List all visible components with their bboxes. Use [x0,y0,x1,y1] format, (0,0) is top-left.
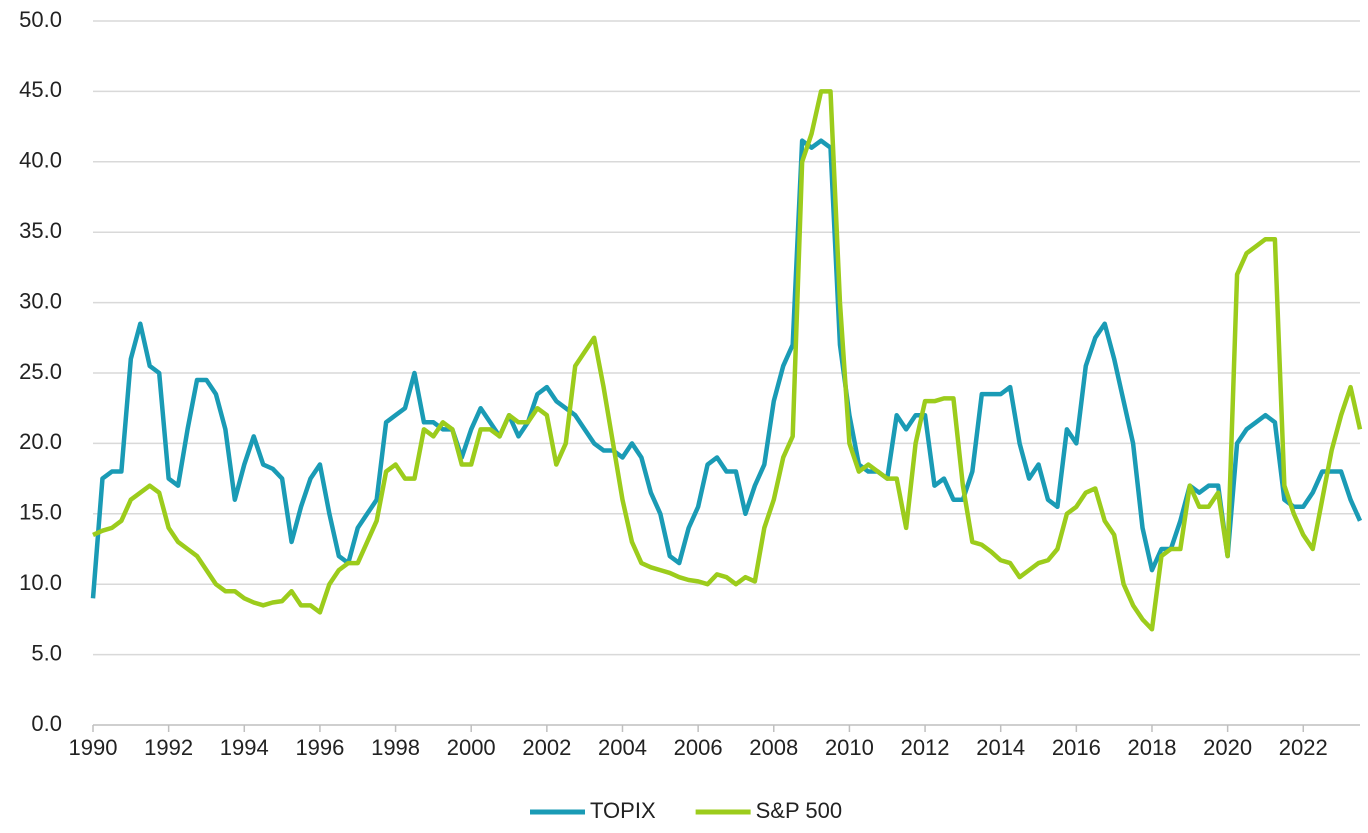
legend-label: S&P 500 [756,798,842,823]
x-tick-label: 2006 [674,735,723,760]
x-tick-label: 2022 [1279,735,1328,760]
x-tick-label: 1992 [144,735,193,760]
x-tick-label: 2020 [1203,735,1252,760]
x-tick-label: 2008 [749,735,798,760]
legend-label: TOPIX [590,798,656,823]
x-tick-label: 2016 [1052,735,1101,760]
x-tick-label: 1994 [220,735,269,760]
x-tick-label: 2010 [825,735,874,760]
x-tick-label: 2012 [901,735,950,760]
y-tick-label: 35.0 [19,218,62,243]
x-tick-label: 2018 [1128,735,1177,760]
y-tick-label: 5.0 [31,640,62,665]
series-line [92,89,1363,632]
x-tick-label: 1996 [295,735,344,760]
x-tick-label: 1998 [371,735,420,760]
y-tick-label: 30.0 [19,288,62,313]
y-tick-label: 20.0 [19,429,62,454]
x-tick-label: 2002 [522,735,571,760]
y-tick-label: 45.0 [19,77,62,102]
y-tick-label: 10.0 [19,570,62,595]
y-tick-label: 25.0 [19,359,62,384]
x-tick-label: 2004 [598,735,647,760]
y-tick-label: 50.0 [19,7,62,32]
x-tick-label: 2000 [447,735,496,760]
y-tick-label: 0.0 [31,711,62,736]
x-tick-label: 2014 [976,735,1025,760]
series-line [90,138,1363,599]
x-tick-label: 1990 [69,735,118,760]
y-tick-label: 15.0 [19,500,62,525]
y-tick-label: 40.0 [19,148,62,173]
